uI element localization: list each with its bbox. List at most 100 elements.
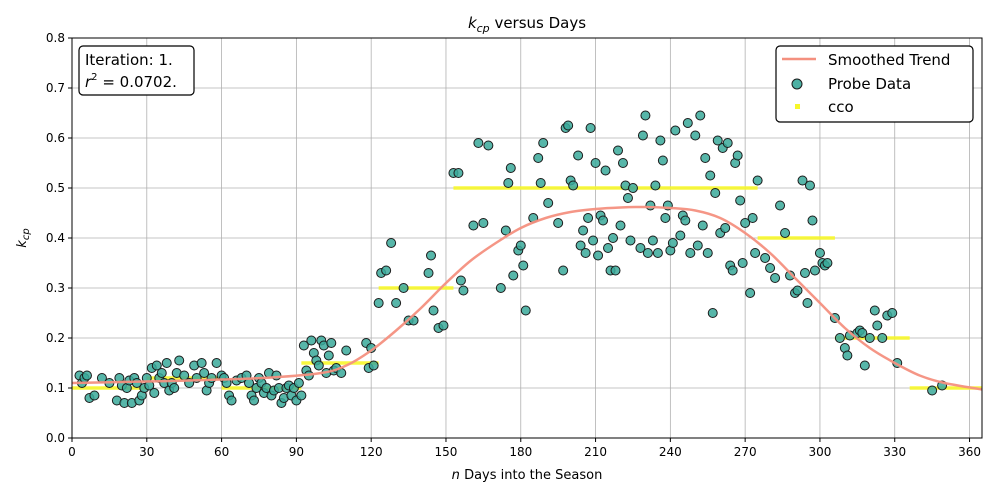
- probe-point: [775, 200, 786, 211]
- annotation-box: Iteration: 1. r2 = 0.0702.: [78, 45, 195, 96]
- probe-point: [695, 110, 706, 121]
- y-tick-label: 0.5: [46, 181, 65, 195]
- y-axis: 0.0 0.1 0.2 0.3 0.4 0.5 0.6 0.7 0.8: [46, 31, 72, 445]
- probe-point: [722, 138, 733, 148]
- probe-point: [680, 215, 691, 226]
- probe-point: [842, 350, 853, 361]
- y-tick-label: 0.2: [46, 331, 65, 345]
- title-rest: versus Days: [494, 14, 586, 32]
- probe-point: [585, 123, 596, 133]
- probe-point: [196, 358, 207, 368]
- probe-point: [590, 158, 601, 168]
- probe-point: [533, 153, 544, 163]
- probe-point: [226, 395, 237, 406]
- probe-data-series: [74, 110, 948, 408]
- probe-point: [558, 265, 569, 276]
- probe-point: [735, 195, 746, 206]
- probe-point: [869, 305, 880, 316]
- x-axis-text: Days into the Season: [464, 468, 602, 483]
- probe-point: [625, 235, 636, 246]
- probe-point: [199, 368, 210, 378]
- probe-point: [809, 265, 820, 276]
- y-axis-subscript: cp: [21, 228, 32, 240]
- probe-point: [575, 240, 586, 251]
- probe-point: [298, 340, 309, 351]
- probe-point: [617, 158, 628, 168]
- x-axis-symbol: n: [452, 468, 460, 483]
- probe-point: [89, 390, 100, 401]
- probe-point: [453, 168, 464, 178]
- x-tick-label: 0: [68, 445, 76, 459]
- probe-point: [797, 175, 808, 186]
- legend-cco-label: cco: [828, 98, 854, 116]
- probe-point: [802, 298, 813, 308]
- probe-point: [770, 273, 781, 283]
- probe-point: [834, 333, 845, 343]
- y-axis-label: kcp: [15, 228, 32, 247]
- probe-point: [538, 138, 549, 148]
- probe-point: [752, 175, 763, 186]
- probe-point: [804, 180, 815, 191]
- probe-point: [149, 388, 160, 398]
- probe-point: [505, 163, 516, 173]
- probe-point: [650, 180, 661, 191]
- annotation-frame: [78, 45, 195, 96]
- x-tick-label: 330: [883, 445, 906, 459]
- probe-point: [368, 360, 379, 371]
- probe-point: [622, 193, 633, 203]
- probe-point: [647, 235, 658, 246]
- probe-point: [603, 243, 614, 253]
- probe-point: [740, 218, 751, 228]
- probe-point: [326, 338, 337, 348]
- probe-point: [814, 248, 825, 258]
- probe-point: [553, 218, 564, 228]
- probe-point: [426, 250, 437, 261]
- probe-point: [428, 305, 439, 316]
- annotation-exponent: 2: [91, 72, 97, 83]
- probe-point: [515, 240, 526, 251]
- probe-point: [887, 308, 898, 318]
- probe-point: [655, 135, 666, 146]
- y-tick-label: 0.7: [46, 81, 65, 95]
- probe-point: [792, 285, 803, 296]
- x-tick-label: 240: [659, 445, 682, 459]
- probe-point: [423, 268, 434, 278]
- probe-point: [563, 120, 574, 131]
- annotation-line-2: r2 = 0.0702.: [85, 72, 177, 91]
- probe-point: [156, 368, 167, 378]
- probe-point: [211, 358, 222, 368]
- annotation-line-1: Iteration: 1.: [85, 51, 173, 69]
- legend-frame: [775, 45, 974, 123]
- x-axis-label: n Days into the Season: [452, 468, 603, 483]
- probe-point: [857, 328, 868, 338]
- probe-point: [206, 373, 217, 383]
- probe-point: [296, 390, 307, 401]
- probe-point: [645, 200, 656, 211]
- x-tick-label: 90: [289, 445, 304, 459]
- x-axis: 0 30 60 90 120 150 180 210 240 270 300 330 360: [68, 438, 981, 459]
- probe-point: [313, 360, 324, 371]
- y-tick-label: 0.1: [46, 381, 65, 395]
- y-tick-label: 0.4: [46, 231, 65, 245]
- probe-point: [864, 333, 875, 343]
- probe-point: [627, 183, 638, 193]
- probe-point: [608, 233, 619, 243]
- probe-point: [637, 130, 648, 141]
- probe-point: [508, 270, 519, 281]
- probe-point: [635, 243, 646, 253]
- probe-point: [613, 145, 623, 156]
- legend-probe-label: Probe Data: [828, 75, 911, 93]
- probe-point: [712, 135, 723, 146]
- legend-trend-label: Smoothed Trend: [828, 51, 950, 69]
- x-tick-label: 210: [584, 445, 607, 459]
- probe-point: [927, 385, 938, 396]
- probe-point: [872, 320, 883, 331]
- probe-point: [682, 118, 693, 128]
- probe-point: [391, 298, 402, 308]
- probe-point: [306, 335, 317, 346]
- probe-point: [660, 213, 671, 223]
- probe-point: [690, 130, 701, 141]
- probe-point: [543, 198, 554, 208]
- x-tick-label: 360: [958, 445, 981, 459]
- probe-point: [249, 395, 259, 406]
